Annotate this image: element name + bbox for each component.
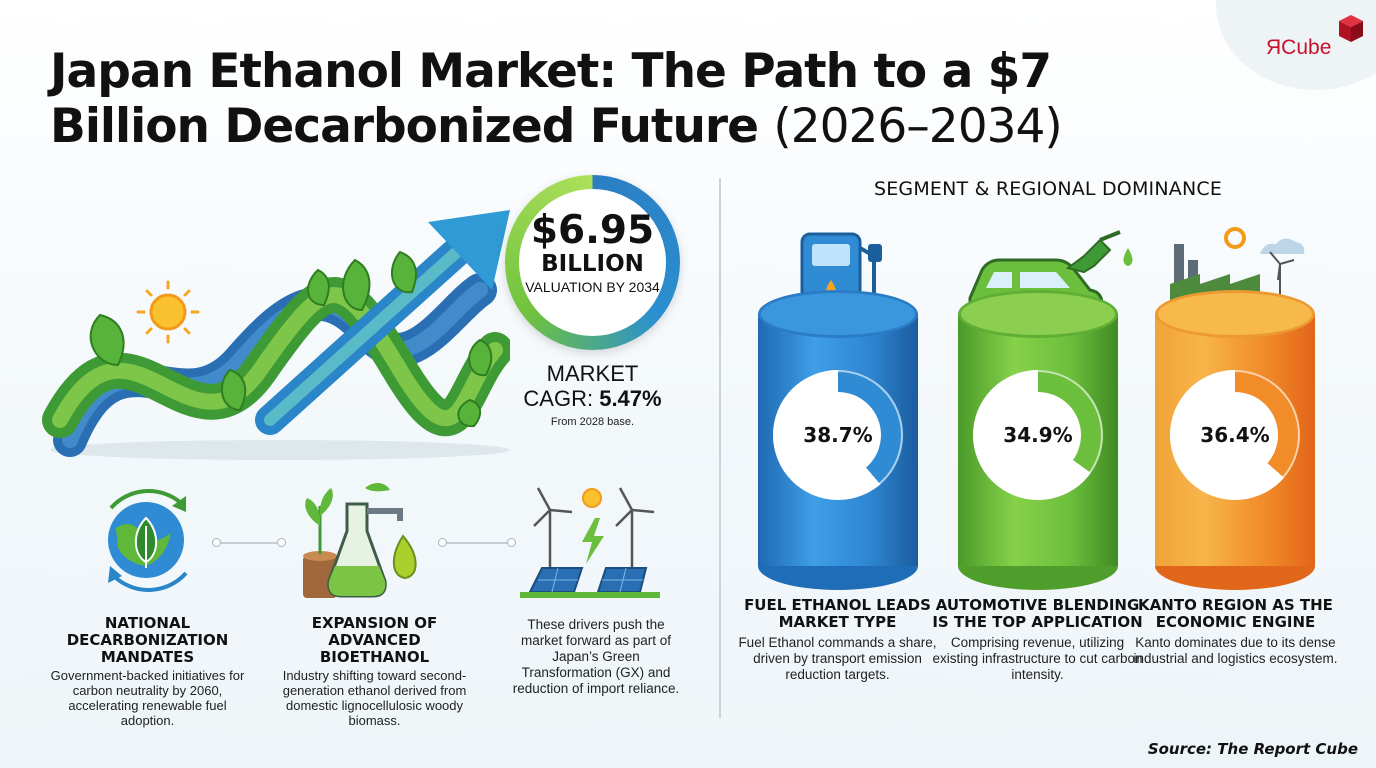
- valuation-unit: BILLION: [541, 251, 644, 277]
- sun-icon: [136, 280, 200, 344]
- source-credit: Source: The Report Cube: [1147, 740, 1358, 758]
- driver-text: Government-backed initiatives for carbon…: [50, 668, 245, 728]
- section-divider: [719, 178, 721, 718]
- segment-fuel-ethanol: FUEL ETHANOL LEADS MARKET TYPE Fuel Etha…: [730, 597, 945, 683]
- segment-cylinder-automotive: 34.9%: [958, 290, 1118, 590]
- valuation-badge: $6.95 BILLION VALUATION BY 2034: [505, 175, 680, 350]
- driver-bioethanol: EXPANSION OF ADVANCED BIOETHANOL Industr…: [272, 614, 477, 729]
- cagr-line2: CAGR: 5.47%: [523, 386, 662, 411]
- segment-text: Fuel Ethanol commands a share, driven by…: [738, 635, 937, 682]
- cagr-line1: MARKET: [546, 361, 639, 386]
- driver-title: NATIONAL DECARBONIZATION MANDATES: [66, 614, 229, 666]
- segment-title: FUEL ETHANOL LEADS MARKET TYPE: [744, 596, 931, 631]
- growth-arrow-illustration: [42, 210, 510, 460]
- share-value: 34.9%: [995, 392, 1081, 478]
- cagr-note: From 2028 base.: [550, 416, 635, 428]
- valuation-value: $6.95: [530, 208, 655, 253]
- share-value: 36.4%: [1192, 392, 1278, 478]
- segment-title: AUTOMOTIVE BLENDING IS THE TOP APPLICATI…: [932, 596, 1143, 631]
- report-cube-logo: ЯCube: [1266, 14, 1366, 64]
- driver-summary: These drivers push the market forward as…: [506, 615, 686, 697]
- share-value: 38.7%: [795, 392, 881, 478]
- globe-leaf-icon: [108, 489, 188, 592]
- segment-cylinder-fuel: 38.7%: [758, 290, 918, 590]
- share-donut: 38.7%: [773, 370, 903, 500]
- page-title: Japan Ethanol Market: The Path to a $7 B…: [50, 44, 1063, 154]
- cagr-block: MARKET CAGR: 5.47% From 2028 base.: [510, 361, 675, 429]
- segment-text: Kanto dominates due to its dense industr…: [1133, 635, 1338, 666]
- biorefinery-icon: [303, 482, 417, 598]
- driver-text: These drivers push the market forward as…: [512, 617, 680, 696]
- share-donut: 34.9%: [973, 370, 1103, 500]
- driver-decarbonization: NATIONAL DECARBONIZATION MANDATES Govern…: [40, 614, 255, 729]
- cube-icon: [1339, 15, 1363, 42]
- segment-automotive: AUTOMOTIVE BLENDING IS THE TOP APPLICATI…: [930, 597, 1145, 683]
- segment-cylinder-kanto: 36.4%: [1155, 290, 1315, 590]
- driver-title: EXPANSION OF ADVANCED BIOETHANOL: [311, 614, 438, 666]
- segment-text: Comprising revenue, utilizing existing i…: [932, 635, 1143, 682]
- segment-title: KANTO REGION AS THE ECONOMIC ENGINE: [1138, 596, 1333, 631]
- share-donut: 36.4%: [1170, 370, 1300, 500]
- segment-heading: SEGMENT & REGIONAL DOMINANCE: [873, 178, 1223, 200]
- renewable-energy-icon: [520, 487, 660, 598]
- connector-line: [438, 538, 516, 547]
- valuation-caption: VALUATION BY 2034: [525, 279, 660, 295]
- logo-text: ЯCube: [1266, 36, 1332, 59]
- driver-text: Industry shifting toward second-generati…: [282, 668, 467, 728]
- connector-line: [212, 538, 286, 547]
- segment-kanto: KANTO REGION AS THE ECONOMIC ENGINE Kant…: [1128, 597, 1343, 667]
